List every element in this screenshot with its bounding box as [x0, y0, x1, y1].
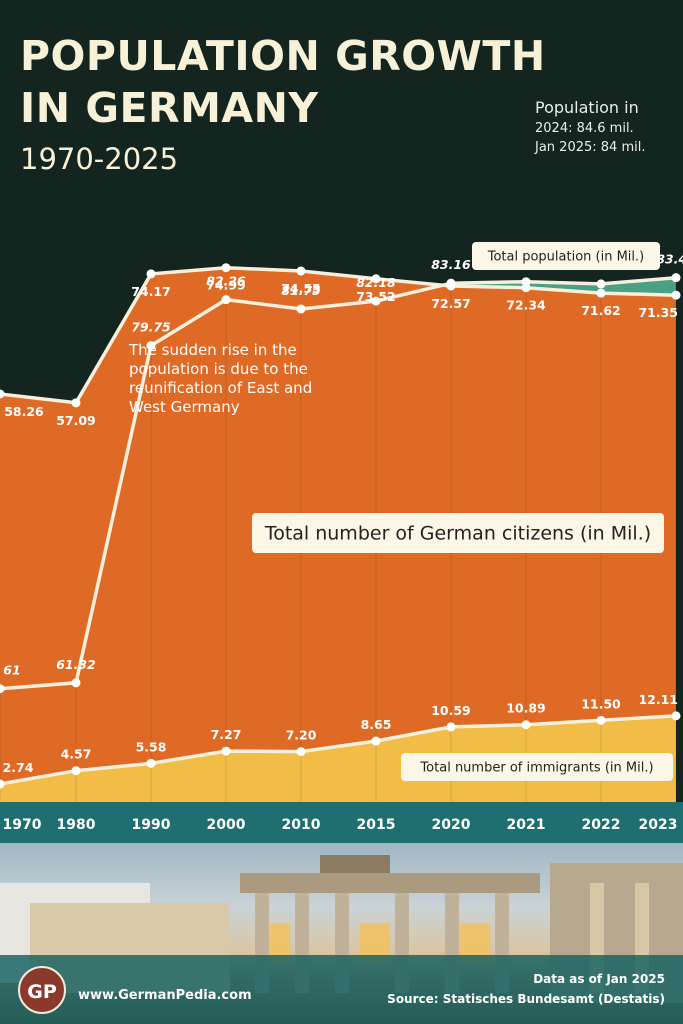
total-population-legend: Total population (in Mil.) — [487, 250, 645, 265]
annotation-line-1: The sudden rise in the — [128, 341, 297, 359]
total-label-1990: 79.75 — [131, 320, 171, 335]
immigrants-legend-box — [401, 753, 673, 781]
immigrants-label-1990: 5.58 — [136, 739, 167, 754]
immigrants-point-1970 — [0, 779, 5, 789]
citizens-label-2010: 74.55 — [281, 281, 321, 296]
total-point-1970 — [0, 684, 5, 694]
citizens-label-2015: 73.52 — [356, 289, 396, 304]
immigrants-label-2000: 7.27 — [211, 727, 242, 742]
immigrants-label-2022: 11.50 — [581, 696, 621, 711]
website-link[interactable]: www.GermanPedia.com — [78, 988, 252, 1003]
citizens-point-2021 — [521, 283, 531, 293]
immigrants-label-2015: 8.65 — [361, 717, 392, 732]
immigrants-label-1980: 4.57 — [61, 747, 92, 762]
total-point-2015 — [371, 296, 381, 306]
page-title: POPULATION GROWTH IN GERMANY — [20, 30, 546, 134]
total-population-legend-box — [472, 242, 660, 270]
immigrants-point-2023 — [671, 711, 681, 721]
subtitle: 1970-2025 — [20, 142, 179, 176]
total-label-2010: 81.75 — [281, 283, 321, 298]
citizens-label-2023: 71.35 — [638, 305, 678, 320]
citizens-point-1970 — [0, 389, 5, 399]
immigrants-point-2022 — [596, 715, 606, 725]
total-label-2000: 82.26 — [206, 274, 246, 289]
immigrants-legend: Total number of immigrants (in Mil.) — [419, 761, 653, 776]
immigrants-point-2021 — [521, 720, 531, 730]
citizens-label-2020: 72.57 — [431, 296, 471, 311]
population-chart: 6161.3279.7582.2681.7582.1883.1683.2483.… — [0, 242, 683, 843]
citizens-label-1970: 58.26 — [4, 404, 44, 419]
citizens-point-2022 — [596, 288, 606, 298]
citizens-label-2022: 71.62 — [581, 303, 621, 318]
title-line-1: POPULATION GROWTH — [20, 32, 546, 80]
total-point-2010 — [296, 304, 306, 314]
source-credit: Source: Statisches Bundesamt (Destatis) — [387, 992, 665, 1006]
x-tick-1980: 1980 — [57, 817, 96, 833]
immigrants-label-2023: 12.11 — [638, 692, 678, 707]
citizens-point-2023 — [671, 290, 681, 300]
total-point-2023 — [671, 273, 681, 283]
population-note-2024: 2024: 84.6 mil. — [535, 121, 634, 136]
immigrants-label-1970: 2.74 — [3, 760, 34, 775]
total-label-2023: 83.46 — [656, 252, 683, 267]
citizens-label-1980: 57.09 — [56, 413, 96, 428]
x-tick-2015: 2015 — [357, 817, 396, 833]
annotation-line-3: reunification of East and — [129, 379, 312, 397]
citizens-label-2000: 74.99 — [206, 278, 246, 293]
germanpedia-logo: GP — [18, 966, 66, 1014]
citizens-legend: Total number of German citizens (in Mil.… — [264, 523, 651, 545]
total-label-2020: 83.16 — [431, 257, 471, 272]
title-line-2: IN GERMANY — [20, 84, 319, 132]
x-tick-1970: 1970 — [3, 817, 42, 833]
immigrants-line — [0, 714, 677, 786]
citizens-point-2000 — [221, 263, 231, 273]
immigrants-label-2020: 10.59 — [431, 703, 471, 718]
citizens-point-1990 — [146, 269, 156, 279]
citizens-point-2010 — [296, 266, 306, 276]
x-tick-2023: 2023 — [639, 817, 678, 833]
population-note-2025: Jan 2025: 84 mil. — [535, 140, 646, 155]
data-as-of: Data as of Jan 2025 — [533, 972, 665, 986]
citizens-point-2020 — [446, 281, 456, 291]
footer-bar — [0, 955, 683, 1024]
population-note: Population in 2024: 84.6 mil. Jan 2025: … — [535, 98, 645, 157]
immigrants-point-2015 — [371, 736, 381, 746]
x-tick-2022: 2022 — [582, 817, 621, 833]
citizens-point-2015 — [371, 274, 381, 284]
immigrants-point-1980 — [71, 766, 81, 776]
immigrants-label-2010: 7.20 — [286, 728, 317, 743]
citizens-legend-box — [252, 513, 664, 553]
total-point-2022 — [596, 279, 606, 289]
total-label-1970: 61 — [3, 663, 20, 678]
x-tick-2000: 2000 — [207, 817, 246, 833]
citizens-line — [0, 265, 677, 405]
x-tick-1990: 1990 — [132, 817, 171, 833]
immigrants-point-2010 — [296, 747, 306, 757]
x-axis-band — [0, 802, 683, 843]
x-tick-2020: 2020 — [432, 817, 471, 833]
immigrants-point-1990 — [146, 758, 156, 768]
total-point-2000 — [221, 295, 231, 305]
citizens-label-1990: 74.17 — [131, 284, 171, 299]
immigrants-label-2021: 10.89 — [506, 701, 546, 716]
citizens-point-1980 — [71, 398, 81, 408]
annotation-line-2: population is due to the — [129, 360, 308, 378]
total-point-1980 — [71, 678, 81, 688]
immigrants-point-2020 — [446, 722, 456, 732]
annotation-line-4: West Germany — [129, 398, 240, 416]
total-label-2015: 82.18 — [356, 275, 396, 290]
x-tick-2021: 2021 — [507, 817, 546, 833]
total-population-line — [0, 275, 677, 691]
x-tick-2010: 2010 — [282, 817, 321, 833]
total-label-1980: 61.32 — [56, 657, 96, 672]
population-note-heading: Population in — [535, 98, 639, 117]
citizens-label-2021: 72.34 — [506, 298, 546, 313]
total-point-1990 — [146, 341, 156, 351]
immigrants-point-2000 — [221, 746, 231, 756]
